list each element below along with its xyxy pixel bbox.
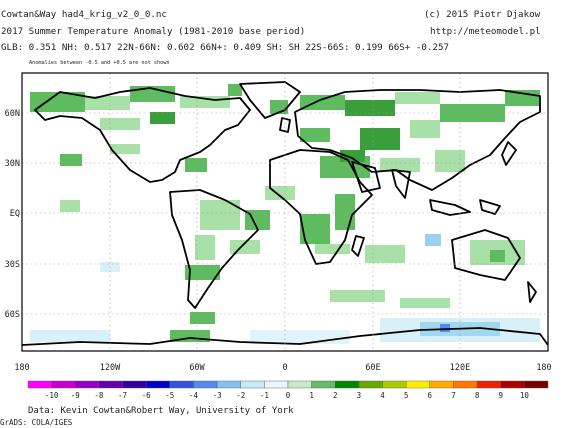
colorbar-label: -3 xyxy=(213,391,222,400)
colorbar-label: -4 xyxy=(189,391,199,400)
copyright: (c) 2015 Piotr Djakow xyxy=(424,9,541,20)
colorbar-swatch xyxy=(429,380,454,389)
colorbar-label: 2 xyxy=(333,391,338,400)
lat-label: 60N xyxy=(5,109,20,119)
colorbar-swatch xyxy=(145,380,171,389)
colorbar-label: 4 xyxy=(380,391,385,400)
colorbar-swatch xyxy=(51,380,76,389)
colorbar-label: -2 xyxy=(236,391,245,400)
coastlines xyxy=(21,81,549,346)
colorbar-swatch xyxy=(240,380,265,389)
lon-label: 180 xyxy=(14,363,29,373)
colorbar-swatch xyxy=(311,380,336,389)
source-file: Cowtan&Way had4_krig_v2_0_0.nc xyxy=(1,9,167,20)
colorbar-label: 5 xyxy=(404,391,409,400)
lon-label: 180 xyxy=(536,363,551,373)
lon-labels: 180 120W 60W 0 60E 120E 180 xyxy=(14,363,551,373)
colorbar-swatch xyxy=(169,380,194,389)
lat-label: EQ xyxy=(10,209,20,219)
colorbar-swatch xyxy=(476,380,501,389)
colorbar-label: -1 xyxy=(260,391,269,400)
colorbar-label: 0 xyxy=(286,391,291,400)
colorbar-swatch xyxy=(382,380,407,389)
lat-labels: 60N 30N EQ 30S 60S xyxy=(5,109,20,320)
lat-label: 30N xyxy=(5,159,20,169)
colorbar-swatch xyxy=(27,380,52,389)
colorbar-swatch xyxy=(405,380,431,389)
website-url: http://meteomodel.pl xyxy=(430,26,541,37)
lat-label: 30S xyxy=(5,260,20,270)
colorbar-swatch xyxy=(98,380,123,389)
colorbar-label: -9 xyxy=(71,391,80,400)
colorbar-swatch xyxy=(122,380,147,389)
colorbar-swatch xyxy=(75,380,100,389)
patch-alaska xyxy=(30,92,85,112)
colorbar-swatch xyxy=(193,380,218,389)
regional-stats: GLB: 0.351 NH: 0.517 22N-66N: 0.602 66N+… xyxy=(1,42,450,53)
lon-label: 0 xyxy=(282,363,287,373)
colorbar-labels: -10 -9 -8 -7 -6 -5 -4 -3 -2 -1 0 1 2 3 4 5 6 7 8 9 10 xyxy=(45,391,530,400)
colorbar-swatch xyxy=(500,380,525,389)
colorbar-label: 10 xyxy=(520,391,530,400)
colorbar-swatch xyxy=(287,380,312,389)
colorbar-swatch xyxy=(524,380,549,389)
colorbar-swatch xyxy=(264,380,289,389)
gridlines xyxy=(22,73,548,351)
lon-label: 60W xyxy=(189,363,205,373)
colorbar-swatch xyxy=(335,380,360,389)
colorbar-label: -10 xyxy=(45,391,59,400)
colorbar-label: -5 xyxy=(165,391,174,400)
colorbar-label: 3 xyxy=(357,391,362,400)
colorbar-label: -6 xyxy=(142,391,152,400)
colorbar-label: 9 xyxy=(498,391,503,400)
map-title: 2017 Summer Temperature Anomaly (1981-20… xyxy=(1,26,306,37)
colorbar-label: -7 xyxy=(118,391,127,400)
colorbar-swatch xyxy=(453,380,478,389)
map-frame xyxy=(21,72,549,352)
data-credit: Data: Kevin Cowtan&Robert Way, Universit… xyxy=(28,406,294,416)
colorbar-label: 8 xyxy=(475,391,480,400)
colorbar-swatch xyxy=(216,380,241,389)
lon-label: 120E xyxy=(450,363,470,373)
grads-credit: GrADS: COLA/IGES xyxy=(0,418,73,427)
colorbar-label: -8 xyxy=(94,391,104,400)
lon-label: 120W xyxy=(100,363,121,373)
colorbar-label: 1 xyxy=(309,391,314,400)
lat-label: 60S xyxy=(5,310,20,320)
lon-label: 60E xyxy=(365,363,380,373)
threshold-note: Anomalies between -0.5 and +0.5 are not … xyxy=(29,60,170,66)
patch-siberia xyxy=(300,95,345,110)
colorbar-swatch xyxy=(358,380,383,389)
colorbar-label: 7 xyxy=(451,391,456,400)
colorbar-label: 6 xyxy=(428,391,433,400)
colorbar xyxy=(27,380,549,389)
